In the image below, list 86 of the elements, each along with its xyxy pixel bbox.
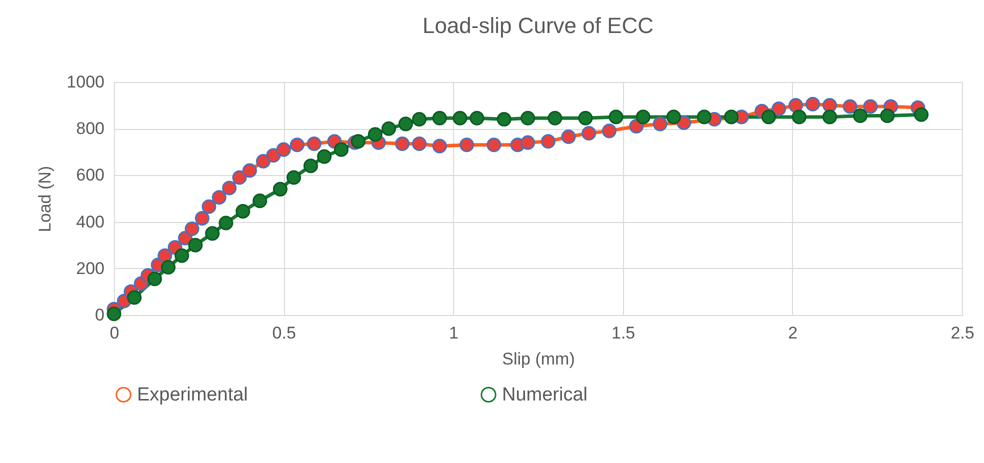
point bbox=[582, 126, 596, 141]
point bbox=[805, 96, 820, 112]
point bbox=[578, 110, 593, 126]
point bbox=[303, 158, 318, 174]
point bbox=[202, 199, 216, 214]
point bbox=[452, 110, 468, 126]
point bbox=[256, 154, 271, 168]
y-tick-label: 600 bbox=[76, 166, 104, 185]
point bbox=[676, 116, 692, 130]
point bbox=[161, 260, 176, 274]
point bbox=[666, 110, 681, 124]
point bbox=[276, 142, 291, 157]
point bbox=[432, 110, 447, 126]
point bbox=[761, 110, 776, 124]
point bbox=[184, 222, 200, 236]
point bbox=[188, 238, 203, 252]
point bbox=[652, 116, 668, 132]
point bbox=[914, 107, 929, 122]
point bbox=[381, 121, 396, 136]
point bbox=[127, 290, 142, 305]
x-tick-label: 1 bbox=[448, 324, 458, 342]
chart-title: Load-slip Curve of ECC bbox=[422, 13, 654, 38]
legend-label: Experimental bbox=[137, 384, 248, 406]
point bbox=[317, 149, 332, 164]
point bbox=[788, 98, 804, 113]
point bbox=[520, 135, 536, 150]
point bbox=[395, 136, 410, 151]
point bbox=[232, 170, 247, 185]
point bbox=[792, 110, 806, 124]
point bbox=[548, 110, 562, 126]
x-tick-label: 2.5 bbox=[950, 324, 974, 342]
point bbox=[290, 138, 304, 152]
point bbox=[629, 119, 644, 134]
point bbox=[724, 110, 739, 124]
point bbox=[842, 99, 858, 114]
x-tick-label: 0 bbox=[110, 324, 120, 342]
point bbox=[696, 110, 712, 124]
y-tick-label: 800 bbox=[76, 119, 104, 138]
point bbox=[286, 170, 302, 185]
point bbox=[460, 138, 474, 152]
point bbox=[106, 306, 122, 322]
point bbox=[306, 136, 322, 151]
point bbox=[266, 148, 281, 163]
point bbox=[350, 134, 366, 149]
point bbox=[368, 127, 382, 142]
x-tick-label: 1.5 bbox=[611, 324, 636, 342]
point bbox=[194, 211, 210, 226]
point bbox=[412, 136, 427, 151]
point bbox=[520, 110, 536, 126]
point bbox=[222, 180, 237, 196]
point bbox=[608, 110, 624, 124]
point bbox=[236, 204, 250, 219]
point bbox=[272, 182, 288, 196]
point bbox=[205, 226, 220, 241]
y-axis-title: Load (N) bbox=[36, 166, 55, 232]
point bbox=[212, 190, 226, 205]
point bbox=[822, 98, 837, 113]
y-tick-label: 200 bbox=[76, 258, 104, 278]
point bbox=[772, 102, 786, 116]
point bbox=[486, 138, 502, 152]
x-tick-label: 2 bbox=[788, 324, 798, 342]
point bbox=[561, 130, 576, 144]
point bbox=[852, 108, 868, 124]
point bbox=[470, 110, 484, 126]
point bbox=[242, 163, 257, 178]
point bbox=[334, 142, 349, 157]
y-tick-label: 1000 bbox=[66, 72, 104, 92]
point bbox=[880, 108, 895, 124]
x-axis-title: Slip (mm) bbox=[502, 350, 575, 368]
point bbox=[432, 138, 447, 154]
point bbox=[252, 194, 268, 208]
point bbox=[822, 110, 837, 124]
point bbox=[398, 116, 413, 132]
point bbox=[147, 272, 162, 286]
point bbox=[540, 134, 556, 149]
x-tick-label: 0.5 bbox=[272, 324, 296, 342]
point bbox=[496, 112, 512, 127]
point bbox=[863, 99, 878, 114]
point bbox=[412, 112, 427, 127]
point bbox=[602, 124, 616, 138]
point bbox=[636, 110, 650, 124]
legend-label: Numerical bbox=[502, 384, 588, 406]
y-tick-label: 400 bbox=[76, 212, 104, 232]
point bbox=[174, 248, 190, 263]
y-tick-label: 0 bbox=[95, 306, 104, 324]
point bbox=[218, 216, 234, 230]
